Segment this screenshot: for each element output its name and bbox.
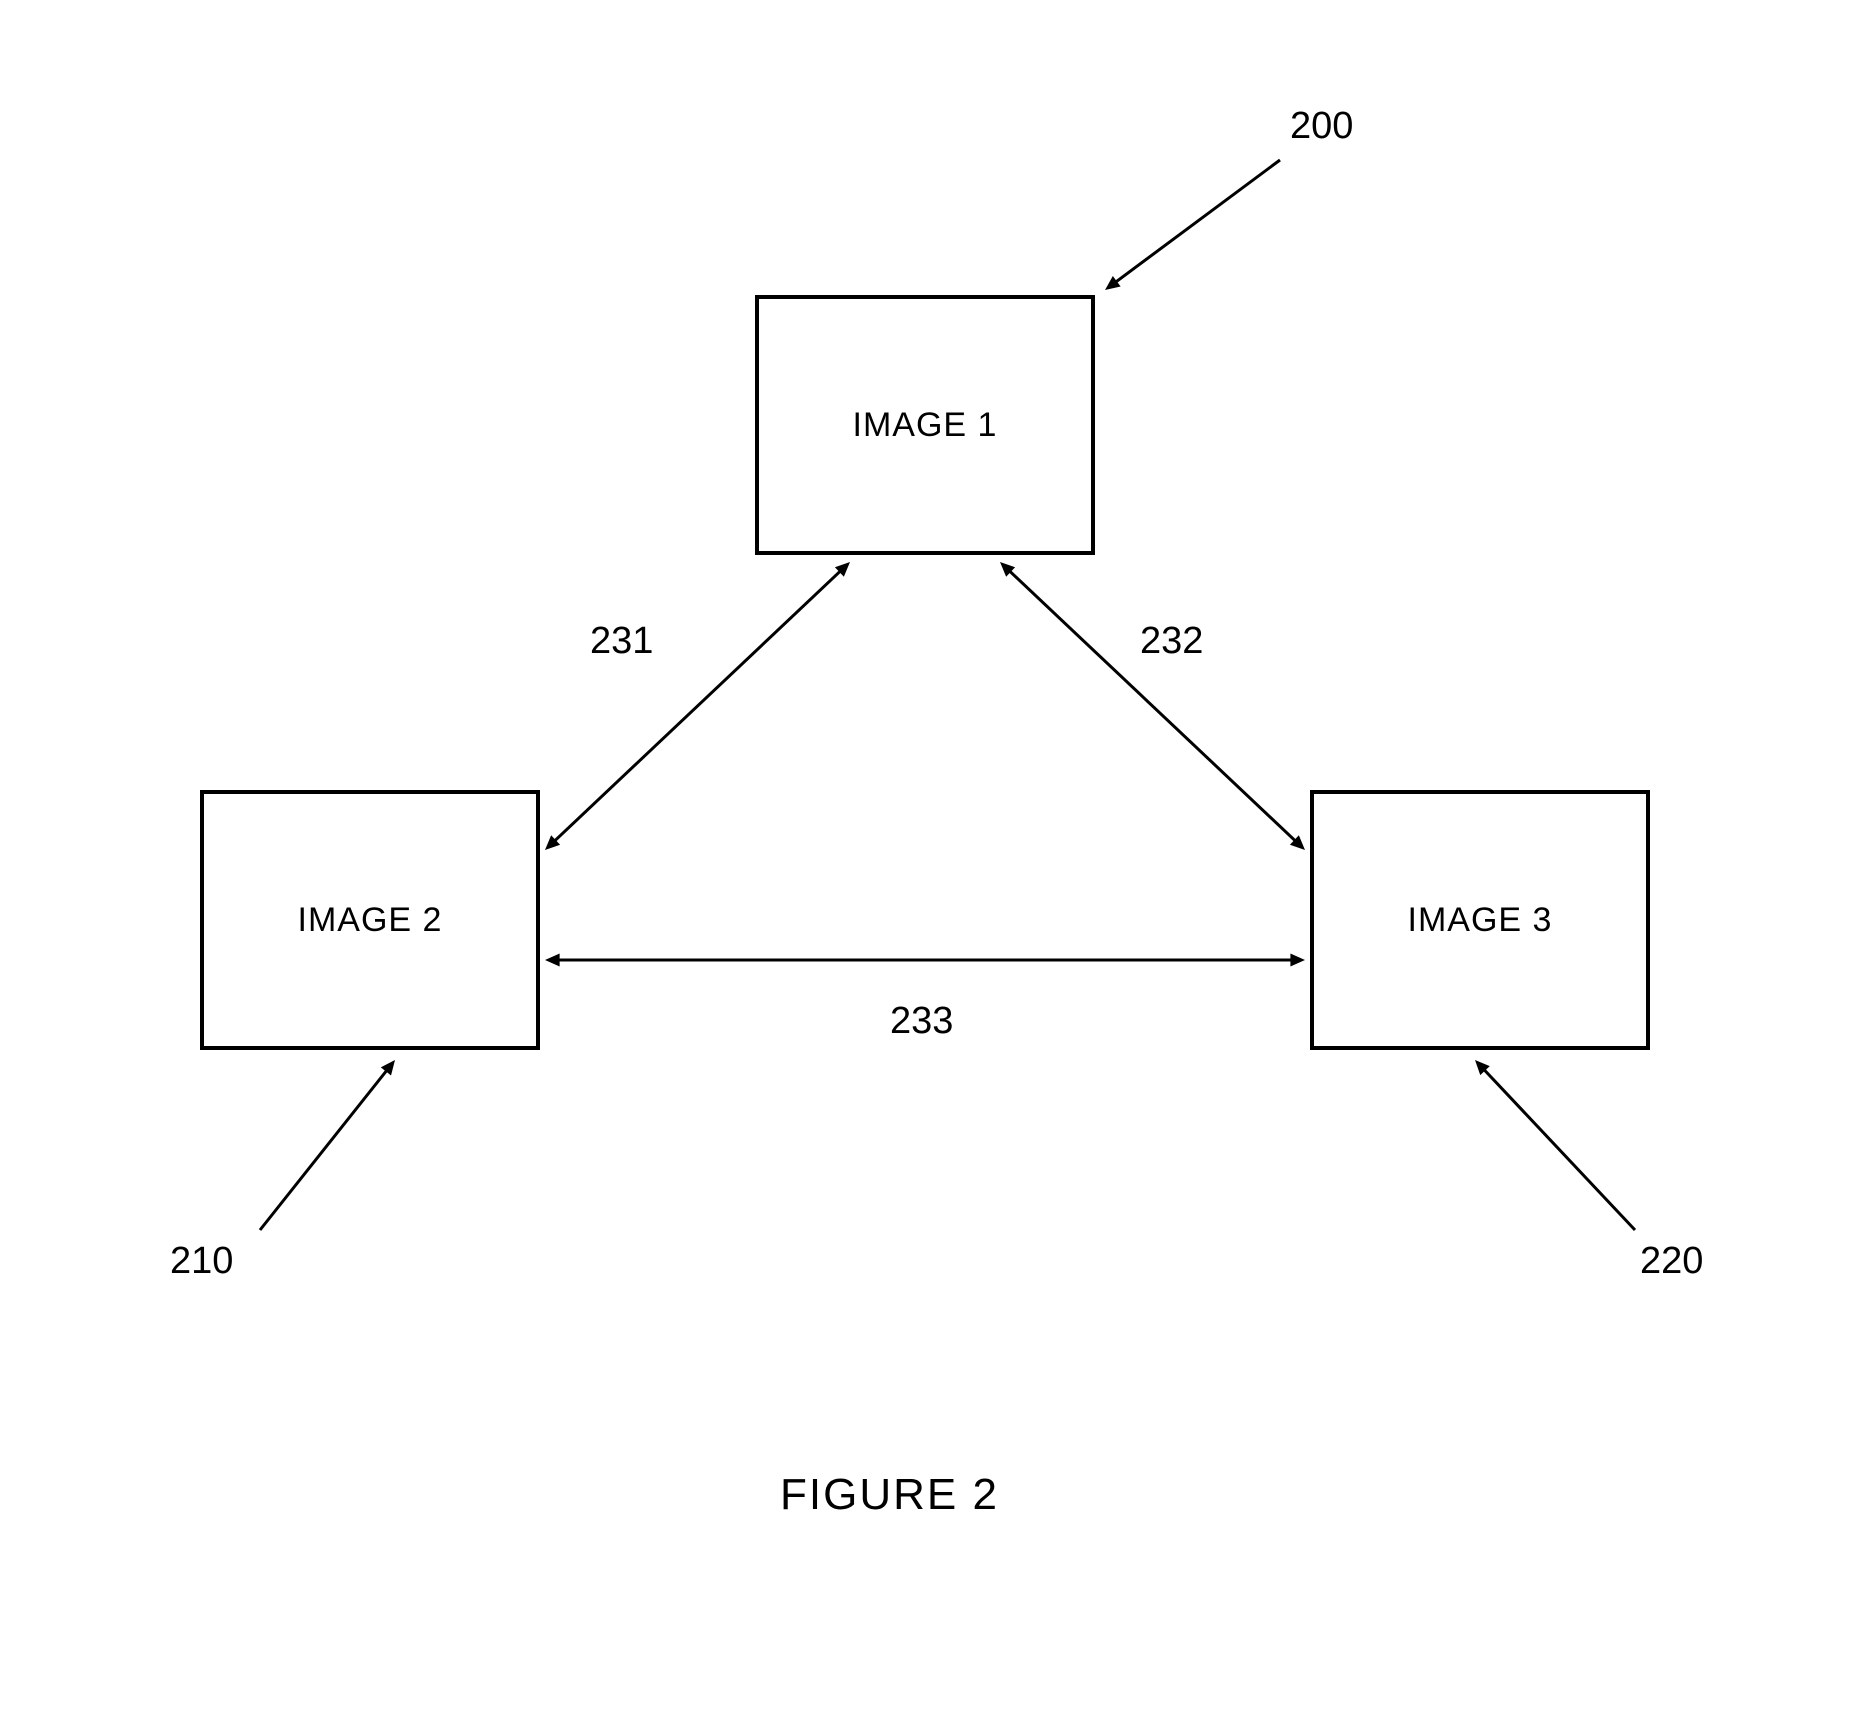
diagram-canvas: FIGURE 2 IMAGE 1 IMAGE 2 IMAGE 3 231 232 233 2… <box>0 0 1870 1736</box>
ref-arrow-200 <box>1105 160 1280 290</box>
edge-231 <box>545 562 850 850</box>
edge-232 <box>1000 562 1305 850</box>
figure-title: FIGURE 2 <box>780 1470 999 1520</box>
node-label-image3: IMAGE 3 <box>1408 901 1553 940</box>
ref-arrow-210 <box>260 1060 395 1230</box>
edge-label-231: 231 <box>590 620 653 663</box>
ref-arrow-220 <box>1475 1060 1635 1230</box>
edge-233 <box>545 953 1305 966</box>
ref-label-220: 220 <box>1640 1240 1703 1283</box>
ref-label-210: 210 <box>170 1240 233 1283</box>
ref-label-200: 200 <box>1290 105 1353 148</box>
node-label-image1: IMAGE 1 <box>853 406 998 445</box>
node-image1: IMAGE 1 <box>755 295 1095 555</box>
node-label-image2: IMAGE 2 <box>298 901 443 940</box>
edge-label-233: 233 <box>890 1000 953 1043</box>
edge-label-232: 232 <box>1140 620 1203 663</box>
node-image2: IMAGE 2 <box>200 790 540 1050</box>
node-image3: IMAGE 3 <box>1310 790 1650 1050</box>
